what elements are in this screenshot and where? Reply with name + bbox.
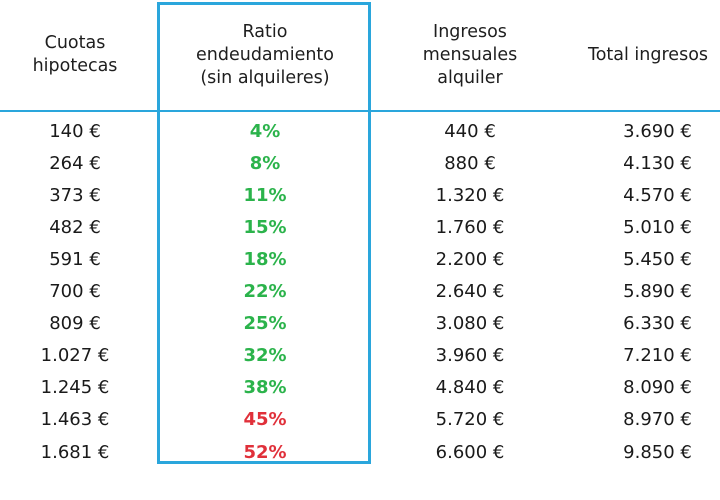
ratio-cell: 25%	[243, 313, 287, 335]
header-ingresos-alquiler: Ingresos mensuales alquiler	[422, 21, 518, 88]
table-row: 809 € 25% 3.080 € 6.330 €	[0, 308, 720, 340]
alquiler-cell: 3.960 €	[435, 345, 505, 367]
alquiler-cell: 1.320 €	[435, 184, 505, 206]
ratio-cell: 15%	[243, 216, 287, 238]
ratio-cell: 11%	[243, 184, 287, 206]
alquiler-cell: 440 €	[444, 120, 496, 142]
alquiler-cell: 2.640 €	[435, 281, 505, 302]
alquiler-cell: 4.840 €	[435, 377, 505, 399]
table-row: 1.245 € 38% 4.840 € 8.090 €	[0, 372, 720, 404]
alquiler-cell: 5.720 €	[435, 409, 505, 431]
total-cell: 8.970 €	[623, 409, 692, 431]
ratio-cell: 22%	[243, 281, 287, 302]
table-row: 700 € 22% 2.640 € 5.890 €	[0, 276, 720, 308]
ratio-cell: 8%	[249, 152, 281, 174]
alquiler-cell: 2.200 €	[435, 248, 505, 270]
ratio-column-highlight	[157, 2, 371, 464]
header-total: Total ingresos	[588, 44, 709, 65]
cuota-cell: 1.681 €	[40, 441, 110, 463]
cuota-cell: 373 €	[49, 184, 101, 206]
header-cuotas: Cuotas hipotecas	[32, 33, 118, 76]
ratio-cell: 18%	[243, 248, 287, 270]
total-cell: 6.330 €	[623, 313, 692, 335]
ratio-cell: 52%	[243, 441, 287, 463]
total-cell: 4.570 €	[623, 184, 692, 206]
table-row: 1.027 € 32% 3.960 € 7.210 €	[0, 340, 720, 372]
cuota-cell: 809 €	[49, 313, 101, 335]
cuota-cell: 140 €	[49, 120, 101, 142]
cuota-cell: 591 €	[49, 248, 101, 270]
total-cell: 5.890 €	[623, 281, 692, 302]
total-cell: 5.450 €	[623, 248, 692, 270]
table-row: 591 € 18% 2.200 € 5.450 €	[0, 243, 720, 275]
table-header: Cuotas hipotecas Ratio endeudamiento (si…	[0, 0, 720, 110]
alquiler-cell: 6.600 €	[435, 441, 505, 463]
table-row: 140 € 4% 440 € 3.690 €	[0, 115, 720, 147]
table-row: 482 € 15% 1.760 € 5.010 €	[0, 211, 720, 243]
alquiler-cell: 880 €	[444, 152, 496, 174]
ratio-cell: 32%	[243, 345, 287, 367]
table-row: 373 € 11% 1.320 € 4.570 €	[0, 179, 720, 211]
header-ratio: Ratio endeudamiento (sin alquileres)	[196, 21, 334, 88]
total-cell: 9.850 €	[623, 441, 692, 463]
alquiler-cell: 3.080 €	[435, 313, 505, 335]
total-cell: 3.690 €	[623, 120, 692, 142]
ratio-cell: 38%	[243, 377, 287, 399]
cuota-cell: 1.245 €	[40, 377, 110, 399]
ratio-cell: 4%	[249, 120, 281, 142]
total-cell: 7.210 €	[623, 345, 692, 367]
cuota-cell: 1.027 €	[40, 345, 110, 367]
total-cell: 4.130 €	[623, 152, 692, 174]
total-cell: 5.010 €	[623, 216, 692, 238]
table-row: 264 € 8% 880 € 4.130 €	[0, 147, 720, 179]
header-separator	[0, 110, 720, 112]
cuota-cell: 1.463 €	[40, 409, 110, 431]
ratio-cell: 45%	[243, 409, 287, 431]
alquiler-cell: 1.760 €	[435, 216, 505, 238]
total-cell: 8.090 €	[623, 377, 692, 399]
cuota-cell: 700 €	[49, 281, 101, 302]
cuota-cell: 264 €	[49, 152, 101, 174]
cuota-cell: 482 €	[49, 216, 101, 238]
table-row: 1.463 € 45% 5.720 € 8.970 €	[0, 404, 720, 436]
table-row: 1.681 € 52% 6.600 € 9.850 €	[0, 436, 720, 468]
